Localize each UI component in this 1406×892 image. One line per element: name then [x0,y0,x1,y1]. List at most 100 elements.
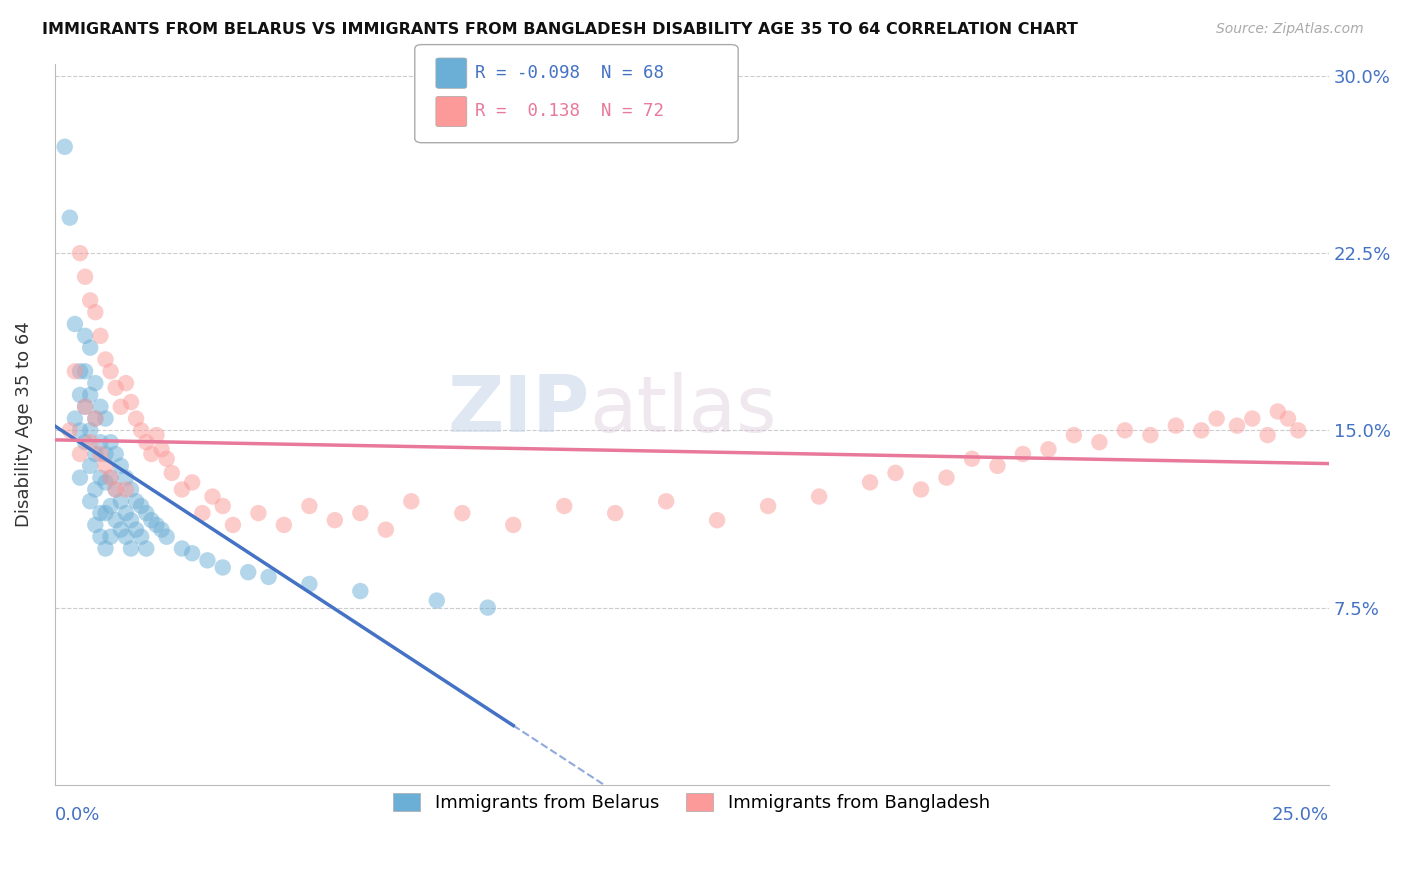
Point [75,400,97,414]
Point [135,541,157,556]
Point [273,517,295,532]
Point [75,400,97,414]
Point [1257,428,1279,442]
Point [211,499,233,513]
Point [129,499,152,513]
Point [100,530,122,544]
Point [84,411,107,425]
Point [59,211,82,225]
Point [104,483,127,497]
Point [69,388,91,402]
Point [120,513,142,527]
Point [110,458,132,473]
Point [1038,442,1060,457]
Point [197,553,219,567]
Legend: Immigrants from Belarus, Immigrants from Bangladesh: Immigrants from Belarus, Immigrants from… [387,785,997,819]
Point [69,470,91,484]
Point [129,530,152,544]
Point [655,494,678,508]
Point [135,506,157,520]
Point [100,470,122,484]
Point [100,435,122,450]
Point [69,423,91,437]
Point [75,329,97,343]
Point [75,364,97,378]
Point [553,499,575,513]
Point [84,376,107,390]
Point [150,442,173,457]
Point [257,570,280,584]
Point [94,458,117,473]
Point [298,499,321,513]
Point [84,483,107,497]
Point [502,517,524,532]
Point [211,560,233,574]
Point [222,517,245,532]
Point [401,494,423,508]
Point [141,447,163,461]
Point [115,530,138,544]
Point [1164,418,1187,433]
Point [104,483,127,497]
Point [374,523,396,537]
Point [84,517,107,532]
Point [756,499,779,513]
Point [1088,435,1111,450]
Point [135,435,157,450]
Point [84,305,107,319]
Point [170,541,193,556]
Point [115,470,138,484]
Point [115,483,138,497]
Point [170,483,193,497]
Text: IMMIGRANTS FROM BELARUS VS IMMIGRANTS FROM BANGLADESH DISABILITY AGE 35 TO 64 CO: IMMIGRANTS FROM BELARUS VS IMMIGRANTS FR… [42,22,1078,37]
Point [125,494,148,508]
Point [79,293,101,308]
Point [110,494,132,508]
Point [323,513,346,527]
Point [94,411,117,425]
Point [94,475,117,490]
Text: R = -0.098  N = 68: R = -0.098 N = 68 [475,64,664,82]
Point [79,423,101,437]
Point [247,506,270,520]
Point [1277,411,1299,425]
Text: 25.0%: 25.0% [1271,806,1329,824]
Point [79,458,101,473]
Point [986,458,1008,473]
Point [110,400,132,414]
Point [59,423,82,437]
Point [201,490,224,504]
Point [104,381,127,395]
Point [94,506,117,520]
Text: atlas: atlas [589,372,778,448]
Point [104,447,127,461]
Point [94,352,117,367]
Point [1114,423,1136,437]
Point [100,470,122,484]
Point [125,411,148,425]
Point [1063,428,1085,442]
Point [63,411,86,425]
Y-axis label: Disability Age 35 to 64: Disability Age 35 to 64 [15,322,32,527]
Point [79,388,101,402]
Point [100,364,122,378]
Text: ZIP: ZIP [447,372,589,448]
Point [63,364,86,378]
Point [477,600,499,615]
Point [1286,423,1309,437]
Point [141,513,163,527]
Point [94,447,117,461]
Point [79,435,101,450]
Point [145,517,167,532]
Point [238,565,260,579]
Text: Source: ZipAtlas.com: Source: ZipAtlas.com [1216,22,1364,37]
Point [181,546,204,560]
Point [910,483,932,497]
Point [706,513,728,527]
Point [145,428,167,442]
Point [426,593,449,607]
Point [349,506,371,520]
Point [84,447,107,461]
Point [104,513,127,527]
Point [89,530,111,544]
